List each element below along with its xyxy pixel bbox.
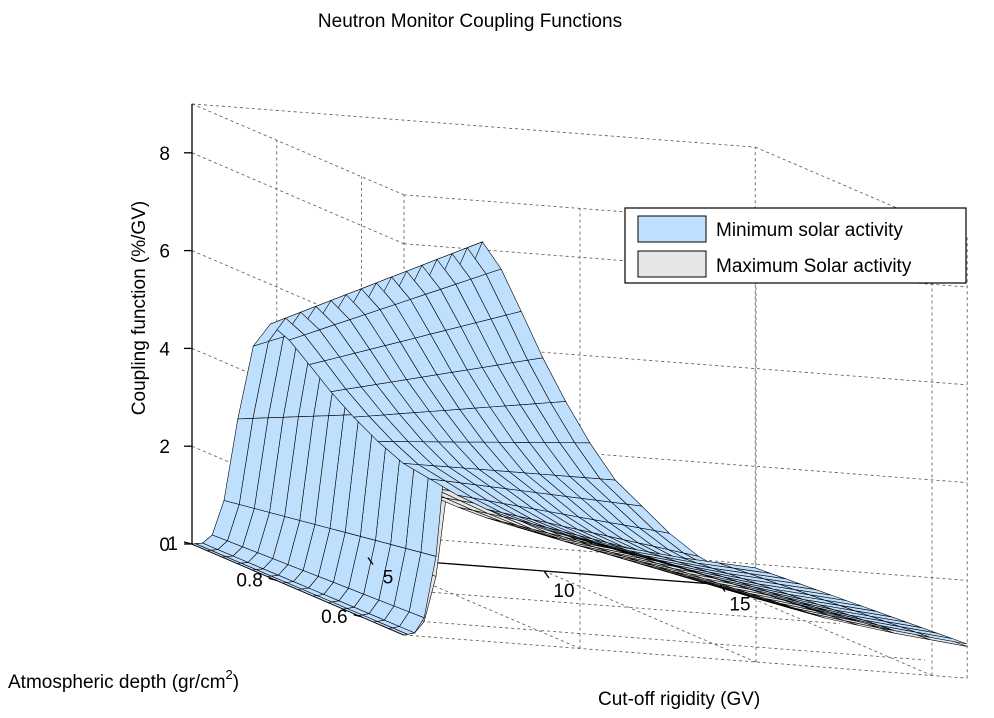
y-tick-label: 1 xyxy=(167,534,178,555)
z-axis-label: Coupling function (%/GV) xyxy=(129,201,150,415)
z-grid-back-wall xyxy=(403,341,968,386)
y-axis-label-close: ) xyxy=(233,672,239,693)
x-tick-mark xyxy=(367,557,374,565)
z-tick-label: 4 xyxy=(159,339,170,360)
y-grid-floor xyxy=(276,580,841,624)
z-grid-left-wall xyxy=(191,152,405,245)
z-tick-label: 2 xyxy=(159,437,170,458)
y-tick-mark xyxy=(268,577,277,582)
x-axis-label: Cut-off rigidity (GV) xyxy=(598,689,760,710)
legend-label-maximum: Maximum Solar activity xyxy=(716,256,912,277)
x-grid-floor xyxy=(543,570,757,663)
y-tick-mark xyxy=(353,614,362,618)
x-tick-label: 5 xyxy=(383,568,394,589)
chart-title: Neutron Monitor Coupling Functions xyxy=(318,11,622,32)
legend-swatch-minimum xyxy=(637,215,707,243)
legend: Minimum solar activity Maximum Solar act… xyxy=(624,207,967,284)
y-axis-label: Atmospheric depth (gr/cm2) xyxy=(8,667,239,693)
surface-min-patch xyxy=(191,543,211,551)
legend-swatch-maximum xyxy=(637,250,707,278)
z-tick-label: 6 xyxy=(159,242,170,263)
x-tick-label: 15 xyxy=(729,595,750,616)
z-tick-label: 8 xyxy=(159,144,170,165)
y-tick-label: 0.8 xyxy=(236,570,262,591)
x-tick-mark xyxy=(543,570,550,579)
surface-minimum-solar-activity xyxy=(191,241,968,645)
legend-label-minimum: Minimum solar activity xyxy=(716,220,903,241)
z-grid-back-wall xyxy=(403,634,968,679)
y-tick-label: 0.6 xyxy=(321,607,347,628)
top-edge-left xyxy=(191,103,405,196)
ticks-layer: 0 2 4 6 8 5 10 15 1 0.8 0.6 xyxy=(159,144,750,628)
y-grid-floor xyxy=(361,616,925,661)
y-tick-mark xyxy=(183,541,193,545)
x-grid-floor xyxy=(719,584,933,676)
x-tick-mark xyxy=(719,584,726,592)
top-edge-front xyxy=(191,103,756,148)
x-tick-label: 10 xyxy=(553,581,574,602)
z-tick-label: 0 xyxy=(159,535,170,556)
y-axis-label-superscript: 2 xyxy=(226,667,233,682)
y-axis-label-main: Atmospheric depth (gr/cm xyxy=(8,672,226,693)
z-grid-back-wall xyxy=(403,439,968,483)
